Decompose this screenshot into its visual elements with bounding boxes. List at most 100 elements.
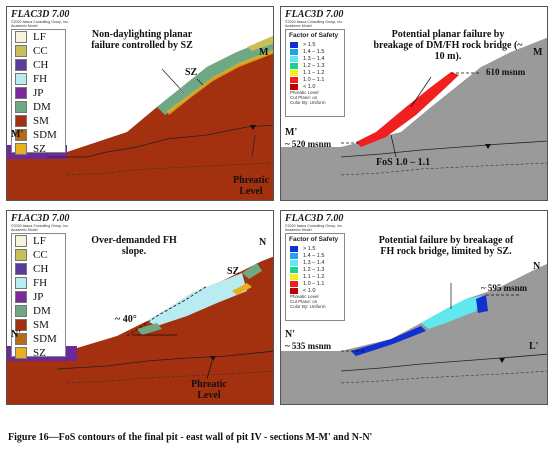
panel-nn-lithology: FLAC3D 7.00 ©2020 Itasca Consulting Grou… <box>6 210 274 405</box>
legend-label: JP <box>33 87 44 99</box>
phreatic-p3: Phreatic Level <box>191 379 227 401</box>
sz-label-p3: SZ <box>227 266 240 277</box>
fos-legend-item: 1.1 – 1.2 <box>286 273 344 280</box>
software-title-p4: FLAC3D 7.00 <box>285 213 344 224</box>
panel-mm-fos: FLAC3D 7.00 ©2020 Itasca Consulting Grou… <box>280 6 548 201</box>
legend-swatch <box>15 333 27 345</box>
lithology-legend-p3: LF CC CH FH JP DM SM SDM SZ <box>11 233 66 360</box>
fos-label: < 1.0 <box>303 287 316 294</box>
fos-label: 1.0 – 1.1 <box>303 280 325 287</box>
legend-item-jp: JP <box>12 290 65 304</box>
m-label-p1: M <box>259 47 269 58</box>
m-prime-p2: M' <box>285 127 298 138</box>
section-mm-fos-graphic <box>281 37 547 200</box>
legend-item-dm: DM <box>12 100 65 114</box>
legend-label: FH <box>33 277 48 289</box>
legend-item-lf: LF <box>12 234 65 248</box>
legend-label: SZ <box>33 143 46 155</box>
fos-label: 1.2 – 1.3 <box>303 266 325 273</box>
legend-item-dm: DM <box>12 304 65 318</box>
fos-note-p2: FoS 1.0 – 1.1 <box>376 157 431 168</box>
software-subtitle-2-p2: Academic Model <box>285 24 312 28</box>
annotation-p3: Over-demanded FH slope. <box>91 235 177 257</box>
fos-swatch <box>290 69 298 76</box>
sz-label-p1: SZ <box>185 67 198 78</box>
software-subtitle-2-p4: Academic Model <box>285 228 312 232</box>
fos-legend-item: 1.3 – 1.4 <box>286 55 344 62</box>
fos-label: 1.0 – 1.1 <box>303 76 325 83</box>
legend-label: DM <box>33 305 51 317</box>
n-prime-p3: N' <box>11 329 21 340</box>
legend-swatch <box>15 45 27 57</box>
legend-label: LF <box>33 235 46 247</box>
legend-item-sz: SZ <box>12 142 65 156</box>
fos-note-cut-p4: Cut Plane: on <box>290 299 318 304</box>
legend-item-ch: CH <box>12 58 65 72</box>
fos-legend-item: 1.1 – 1.2 <box>286 69 344 76</box>
fos-legend-item: > 1.5 <box>286 41 344 48</box>
legend-label: CC <box>33 45 48 57</box>
fos-swatch <box>290 259 298 266</box>
n-label-p4: N <box>533 261 541 272</box>
software-subtitle-p4: ©2020 Itasca Consulting Group, Inc. <box>285 224 343 228</box>
elev-top-p4: ~ 595 msnm <box>481 283 528 293</box>
legend-swatch <box>15 263 27 275</box>
legend-swatch <box>15 347 27 359</box>
fos-label: 1.1 – 1.2 <box>303 69 325 76</box>
legend-label: CH <box>33 59 49 71</box>
fos-legend-item: 1.3 – 1.4 <box>286 259 344 266</box>
fos-swatch <box>290 55 298 62</box>
section-nn-fos-graphic <box>281 263 547 404</box>
fos-swatch <box>290 266 298 273</box>
fos-legend-item: 1.4 – 1.5 <box>286 48 344 55</box>
legend-label: LF <box>33 31 46 43</box>
fos-legend-item: > 1.5 <box>286 245 344 252</box>
software-subtitle: ©2020 Itasca Consulting Group, Inc. <box>11 20 69 24</box>
legend-swatch <box>15 249 27 261</box>
fos-label: > 1.5 <box>303 245 316 252</box>
legend-swatch <box>15 31 27 43</box>
software-title-p3: FLAC3D 7.00 <box>11 213 70 224</box>
fos-legend-item: 1.0 – 1.1 <box>286 280 344 287</box>
legend-swatch <box>15 305 27 317</box>
angle-label-p3: ~ 40° <box>115 314 137 325</box>
legend-item-sm: SM <box>12 318 65 332</box>
m-label-p2: M <box>533 47 543 58</box>
legend-label: SM <box>33 319 49 331</box>
legend-label: SDM <box>33 333 57 345</box>
fos-note-cut: Cut Plane: on <box>290 95 318 100</box>
legend-item-fh: FH <box>12 276 65 290</box>
fos-note-phreatic-p4: Phreatic Level <box>290 294 319 299</box>
legend-item-sdm: SDM <box>12 332 65 346</box>
fos-label: 1.1 – 1.2 <box>303 273 325 280</box>
software-title: FLAC3D 7.00 <box>11 9 70 20</box>
elev-top-p2: 610 msnm <box>486 67 526 77</box>
fos-note-color: Color By: Uniform <box>290 100 326 105</box>
legend-label: CH <box>33 263 49 275</box>
legend-swatch <box>15 277 27 289</box>
legend-item-cc: CC <box>12 44 65 58</box>
fos-label: < 1.0 <box>303 83 316 90</box>
panel-nn-fos: FLAC3D 7.00 ©2020 Itasca Consulting Grou… <box>280 210 548 405</box>
elev-bottom-p2: ~ 520 msnm <box>285 139 332 149</box>
fos-swatch <box>290 41 298 48</box>
legend-swatch <box>15 87 27 99</box>
fos-label: 1.4 – 1.5 <box>303 48 325 55</box>
fos-legend-item: < 1.0 <box>286 287 344 294</box>
panel-mm-lithology: FLAC3D 7.00 ©2020 Itasca Consulting Grou… <box>6 6 274 201</box>
phreatic-p1: Phreatic Level <box>233 175 269 197</box>
legend-item-sdm: SDM <box>12 128 65 142</box>
legend-swatch <box>15 319 27 331</box>
legend-item-sm: SM <box>12 114 65 128</box>
legend-item-sz: SZ <box>12 346 65 360</box>
fos-note-color-p4: Color By: Uniform <box>290 304 326 309</box>
fos-legend-item: 1.4 – 1.5 <box>286 252 344 259</box>
legend-swatch <box>15 143 27 155</box>
software-subtitle-p2: ©2020 Itasca Consulting Group, Inc. <box>285 20 343 24</box>
fos-label: 1.3 – 1.4 <box>303 259 325 266</box>
legend-item-lf: LF <box>12 30 65 44</box>
section-nn-geology-graphic <box>7 256 273 404</box>
legend-label: JP <box>33 291 44 303</box>
legend-swatch <box>15 59 27 71</box>
fos-legend-title-p4: Factor of Safety <box>289 236 339 243</box>
